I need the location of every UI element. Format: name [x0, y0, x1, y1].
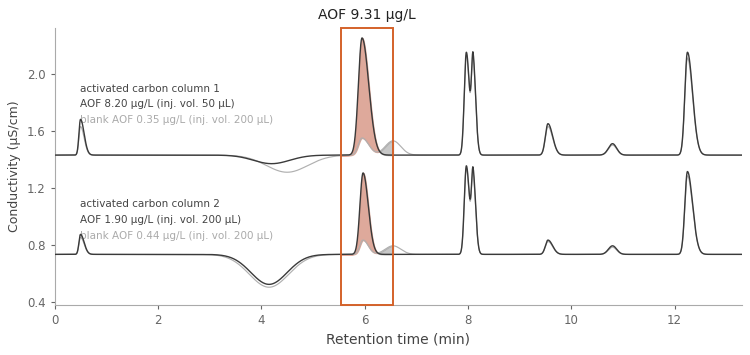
Text: AOF 8.20 μg/L (inj. vol. 50 μL): AOF 8.20 μg/L (inj. vol. 50 μL)	[80, 99, 235, 109]
Text: AOF 9.31 μg/L: AOF 9.31 μg/L	[318, 8, 416, 22]
Y-axis label: Conductivity (μS/cm): Conductivity (μS/cm)	[8, 101, 21, 232]
Text: blank AOF 0.44 μg/L (inj. vol. 200 μL): blank AOF 0.44 μg/L (inj. vol. 200 μL)	[80, 231, 274, 241]
X-axis label: Retention time (min): Retention time (min)	[326, 333, 470, 347]
Text: activated carbon column 2: activated carbon column 2	[80, 200, 220, 209]
Text: AOF 1.90 μg/L (inj. vol. 200 μL): AOF 1.90 μg/L (inj. vol. 200 μL)	[80, 215, 242, 225]
Text: blank AOF 0.35 μg/L (inj. vol. 200 μL): blank AOF 0.35 μg/L (inj. vol. 200 μL)	[80, 115, 274, 125]
Text: activated carbon column 1: activated carbon column 1	[80, 84, 220, 94]
Bar	[341, 28, 393, 305]
